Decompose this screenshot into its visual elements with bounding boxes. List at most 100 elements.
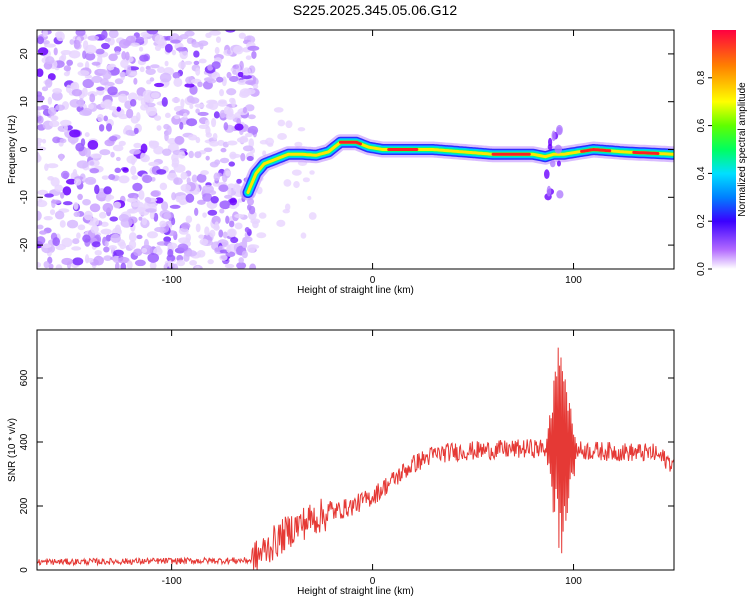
noise-blob xyxy=(138,216,143,221)
noise-blob xyxy=(84,132,90,138)
noise-blob xyxy=(108,245,118,250)
noise-blob xyxy=(186,177,191,185)
noise-blob xyxy=(136,111,141,122)
noise-blob xyxy=(219,200,231,210)
spectrogram-xtick-label: 100 xyxy=(565,275,582,286)
noise-blob xyxy=(197,111,209,117)
noise-blob xyxy=(65,178,77,185)
noise-blob xyxy=(55,264,63,269)
noise-blob xyxy=(186,250,198,257)
noise-blob xyxy=(133,248,143,257)
noise-blob xyxy=(101,42,110,50)
noise-blob xyxy=(77,224,86,231)
noise-blob xyxy=(167,242,178,250)
noise-blob xyxy=(234,213,245,219)
noise-blob xyxy=(226,88,237,96)
noise-blob xyxy=(45,78,53,88)
noise-blob xyxy=(184,83,195,88)
noise-blob xyxy=(244,104,255,112)
noise-blob xyxy=(59,153,64,162)
noise-blob xyxy=(277,133,287,140)
noise-blob xyxy=(142,174,153,184)
noise-blob xyxy=(52,237,60,247)
noise-blob xyxy=(164,112,171,118)
noise-blob xyxy=(238,257,244,264)
noise-blob xyxy=(101,175,110,180)
noise-blob xyxy=(103,115,109,122)
noise-blob xyxy=(236,261,247,269)
noise-blob xyxy=(62,201,73,206)
noise-blob xyxy=(198,234,205,239)
noise-blob xyxy=(242,67,251,76)
noise-blob xyxy=(94,184,100,195)
noise-blob xyxy=(202,192,213,202)
noise-blob xyxy=(180,171,188,180)
noise-blob xyxy=(282,208,290,214)
noise-blob xyxy=(203,147,213,153)
noise-blob xyxy=(45,56,55,65)
noise-blob xyxy=(76,232,81,239)
noise-blob xyxy=(72,169,78,177)
noise-blob xyxy=(94,249,102,256)
noise-blob xyxy=(47,107,57,116)
noise-blob xyxy=(241,250,248,259)
noise-blob xyxy=(54,184,64,192)
noise-blob xyxy=(93,255,104,266)
noise-blob xyxy=(159,182,168,191)
noise-blob xyxy=(194,265,201,269)
noise-blob xyxy=(241,74,253,80)
noise-blob xyxy=(110,151,115,158)
noise-blob xyxy=(133,127,139,135)
noise-blob xyxy=(223,49,233,56)
noise-blob xyxy=(128,239,137,250)
noise-blob xyxy=(161,201,169,211)
noise-blob xyxy=(128,208,135,214)
noise-blob xyxy=(225,113,236,120)
spectrogram-ytick-label: 10 xyxy=(19,96,30,108)
noise-blob xyxy=(41,243,52,248)
noise-blob xyxy=(60,49,72,55)
noise-blob xyxy=(171,157,180,167)
noise-blob xyxy=(240,135,248,143)
noise-blob xyxy=(284,203,291,211)
noise-blob xyxy=(115,156,121,162)
noise-blob xyxy=(37,110,41,117)
noise-blob xyxy=(240,152,246,162)
noise-blob xyxy=(246,155,254,162)
noise-blob xyxy=(119,71,126,78)
noise-blob xyxy=(82,198,91,206)
noise-blob xyxy=(103,246,110,253)
noise-blob xyxy=(193,50,200,58)
noise-blob xyxy=(37,115,44,124)
noise-blob xyxy=(146,30,159,35)
noise-blob xyxy=(128,232,137,242)
noise-blob xyxy=(198,58,207,64)
noise-blob xyxy=(164,43,173,53)
noise-blob xyxy=(247,204,252,211)
noise-blob xyxy=(179,200,186,206)
noise-blob xyxy=(37,189,49,196)
disturbance-blob xyxy=(551,130,556,142)
noise-blob xyxy=(37,68,44,77)
noise-blob xyxy=(104,37,111,42)
noise-blob xyxy=(193,60,200,65)
noise-blob xyxy=(55,104,65,111)
noise-blob xyxy=(232,64,240,70)
noise-blob xyxy=(156,125,162,131)
noise-blob xyxy=(276,219,286,227)
noise-blob xyxy=(219,89,225,97)
noise-blob xyxy=(149,77,155,82)
noise-blob xyxy=(146,231,159,239)
noise-blob xyxy=(54,210,65,220)
noise-blob xyxy=(154,44,162,51)
noise-blob xyxy=(90,153,103,159)
noise-blob xyxy=(169,204,181,209)
noise-blob xyxy=(91,241,101,248)
noise-blob xyxy=(39,230,47,235)
noise-blob xyxy=(196,199,206,205)
noise-blob xyxy=(83,210,93,221)
noise-blob xyxy=(223,106,231,115)
spectrogram-ytick-label: 0 xyxy=(19,146,30,152)
noise-blob xyxy=(291,169,302,176)
